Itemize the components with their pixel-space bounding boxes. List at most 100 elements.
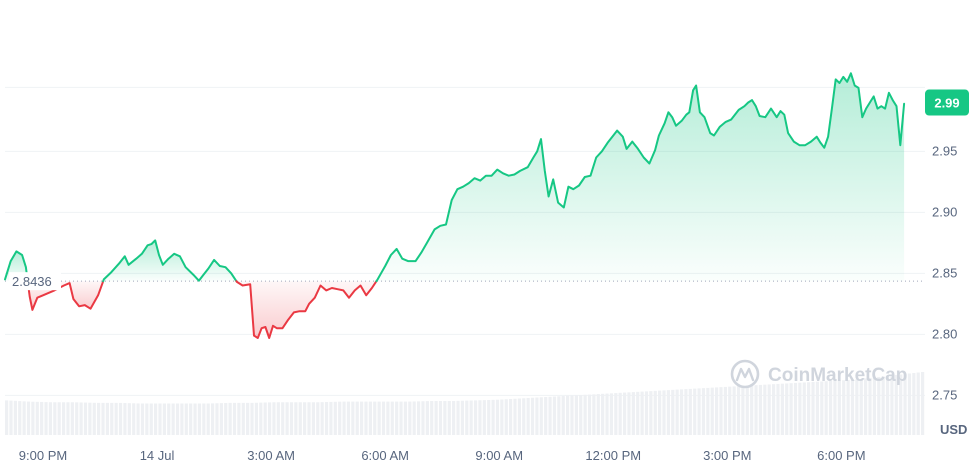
x-tick-label: 9:00 PM: [19, 448, 67, 463]
volume-bar: [210, 403, 215, 435]
volume-bar: [303, 402, 307, 435]
volume-bar: [390, 401, 394, 435]
volume-bar: [693, 388, 697, 435]
volume-bar: [452, 400, 456, 435]
volume-bar: [246, 402, 250, 435]
volume-bar: [789, 383, 793, 435]
volume-bar: [815, 381, 820, 435]
area-above-baseline: [103, 240, 237, 282]
area-above-baseline: [376, 73, 905, 282]
volume-bar: [771, 384, 776, 435]
volume-bar: [289, 402, 294, 435]
volume-bar: [574, 395, 578, 435]
volume-bar: [281, 402, 285, 435]
volume-bar: [750, 385, 754, 435]
volume-bar: [171, 403, 175, 435]
volume-bar: [158, 403, 162, 435]
volume-bar: [565, 395, 570, 435]
current-price-value: 2.99: [934, 96, 959, 111]
volume-bar: [127, 403, 131, 435]
volume-bar: [219, 403, 223, 435]
y-tick-label: 2.75: [932, 387, 957, 402]
y-tick-label: 2.95: [932, 143, 957, 158]
volume-bar: [561, 396, 565, 435]
volume-bar: [149, 403, 153, 435]
volume-bar: [579, 395, 583, 435]
volume-bar: [320, 402, 324, 435]
volume-bar: [745, 385, 749, 435]
x-tick-label: 3:00 PM: [703, 448, 751, 463]
volume-bar: [97, 402, 101, 435]
volume-bar: [443, 400, 447, 435]
volume-bar: [596, 394, 600, 435]
volume-bar: [872, 377, 876, 435]
volume-bar: [636, 391, 640, 435]
volume-bar: [544, 397, 548, 435]
volume-bar: [539, 397, 543, 435]
y-tick-label: 2.90: [932, 204, 957, 219]
volume-bar: [855, 379, 859, 435]
volume-bar: [175, 403, 180, 435]
volume-bar: [123, 403, 127, 435]
volume-bar: [285, 402, 289, 435]
volume-bar: [592, 394, 596, 435]
volume-bar: [224, 402, 228, 435]
volume-bar: [154, 403, 158, 435]
volume-bar: [294, 402, 298, 435]
baseline-label: 2.8436: [12, 274, 52, 289]
volume-bar: [679, 389, 684, 435]
volume-bar: [276, 402, 280, 435]
price-line-up: [375, 72, 906, 283]
volume-bar: [254, 402, 259, 435]
volume-bar: [53, 402, 57, 435]
price-line-up: [4, 250, 29, 283]
volume-bar: [877, 376, 881, 435]
area-below-baseline: [236, 281, 377, 338]
volume-bar: [530, 397, 535, 435]
volume-bar: [9, 400, 13, 435]
volume-bar: [197, 403, 202, 435]
volume-bar: [850, 379, 855, 435]
volume-bar: [105, 402, 110, 435]
volume-bar: [728, 386, 732, 435]
volume-bar: [250, 402, 254, 435]
volume-bar: [583, 394, 587, 435]
volume-bar: [513, 398, 517, 435]
volume-bar: [469, 400, 473, 435]
volume-bar: [40, 401, 44, 435]
volume-bar: [570, 395, 574, 435]
watermark: CoinMarketCap: [730, 359, 907, 389]
volume-bar: [26, 401, 31, 435]
volume-bar: [921, 372, 925, 435]
volume-bar: [395, 401, 399, 435]
volume-bar: [399, 401, 403, 435]
volume-bar: [447, 400, 451, 435]
volume-bar: [820, 381, 824, 435]
volume-bar: [662, 390, 666, 435]
volume-bar: [259, 402, 263, 435]
volume-bar: [631, 392, 635, 435]
volume-bar: [644, 391, 649, 435]
volume-bar: [364, 401, 368, 435]
volume-bar: [899, 374, 903, 435]
volume-bar: [903, 373, 907, 435]
volume-bar: [605, 393, 609, 435]
volume-bar: [671, 389, 675, 435]
volume-bar: [587, 394, 592, 435]
volume-bar: [430, 400, 434, 435]
volume-bar: [723, 386, 727, 435]
volume-bar: [342, 401, 346, 435]
volume-bar: [329, 401, 333, 435]
volume-bar: [48, 402, 53, 435]
volume-bar: [5, 400, 9, 435]
volume-bar: [798, 382, 802, 435]
volume-bar: [114, 402, 118, 435]
volume-bar: [736, 386, 741, 435]
volume-bar: [517, 398, 521, 435]
volume-bar: [118, 402, 123, 435]
volume-bar: [916, 372, 920, 435]
volume-bar: [360, 401, 364, 435]
volume-bar: [373, 401, 377, 435]
y-tick-label: 2.80: [932, 326, 957, 341]
